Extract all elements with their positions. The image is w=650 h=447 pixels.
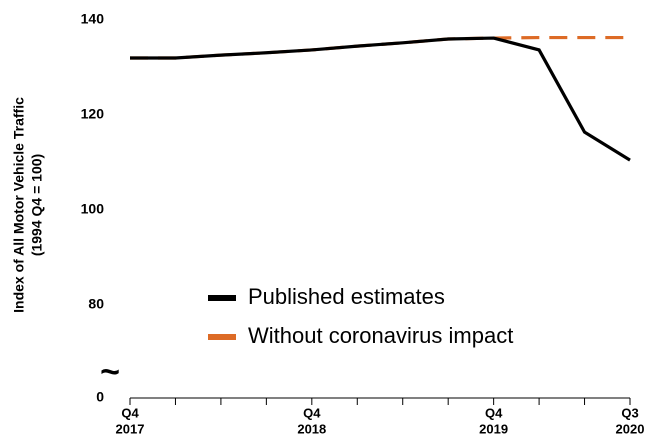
y-tick-label: 0 bbox=[96, 389, 104, 405]
x-tick-label: Q3 bbox=[621, 405, 638, 420]
y-tick-label: 100 bbox=[81, 201, 105, 217]
x-tick-label: 2019 bbox=[479, 421, 508, 436]
x-tick-label: 2020 bbox=[616, 421, 645, 436]
y-label-line: (1994 Q4 = 100) bbox=[29, 154, 45, 256]
y-tick-label: 140 bbox=[81, 11, 105, 27]
x-tick-label: Q4 bbox=[485, 405, 503, 420]
x-tick-label: 2017 bbox=[116, 421, 145, 436]
legend-label: Published estimates bbox=[248, 284, 445, 309]
series-line bbox=[130, 36, 631, 162]
y-tick-label: 80 bbox=[88, 296, 104, 312]
axis-break: ~ bbox=[100, 353, 120, 391]
x-tick-label: 2018 bbox=[297, 421, 326, 436]
legend-label: Without coronavirus impact bbox=[248, 323, 513, 348]
x-tick-label: Q4 bbox=[121, 405, 139, 420]
y-axis-label: Index of All Motor Vehicle Traffic (1994… bbox=[11, 97, 45, 313]
y-label-line: Index of All Motor Vehicle Traffic bbox=[11, 97, 27, 313]
y-tick-label: 120 bbox=[81, 106, 105, 122]
x-tick-label: Q4 bbox=[303, 405, 321, 420]
